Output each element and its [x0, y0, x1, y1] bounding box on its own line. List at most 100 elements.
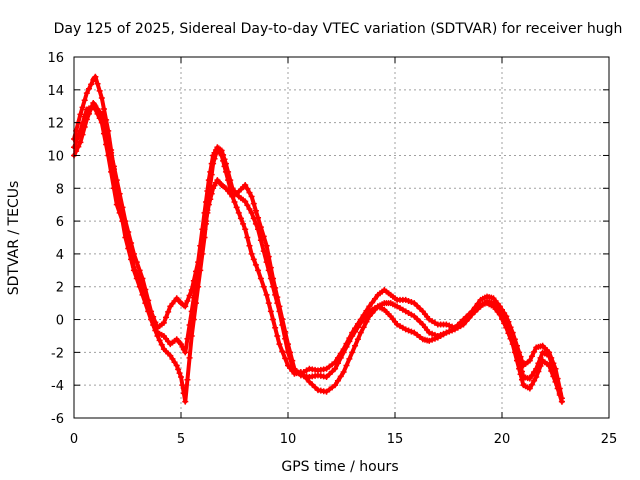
data-point — [282, 355, 289, 362]
data-point — [98, 95, 105, 102]
data-point — [360, 324, 367, 331]
data-point — [517, 363, 524, 370]
series-track-c — [71, 103, 565, 405]
data-point — [246, 189, 253, 196]
data-point — [513, 350, 520, 357]
data-point — [79, 104, 86, 111]
data-point — [463, 318, 470, 325]
data-point — [176, 370, 183, 377]
data-point — [182, 303, 189, 310]
data-point — [75, 133, 82, 140]
data-point — [505, 325, 512, 332]
data-point — [265, 253, 272, 260]
data-point — [260, 233, 267, 240]
data-point — [272, 284, 279, 291]
data-point — [210, 160, 217, 167]
data-point — [260, 283, 267, 290]
data-point — [244, 234, 251, 241]
chart-title: Day 125 of 2025, Sidereal Day-to-day VTE… — [54, 21, 623, 37]
data-point — [186, 292, 193, 299]
data-point — [429, 330, 436, 337]
data-point — [105, 152, 112, 159]
y-axis-label: SDTVAR / TECUs — [6, 181, 22, 296]
data-point — [100, 130, 107, 137]
data-point — [103, 116, 110, 123]
data-point — [184, 335, 191, 342]
data-point — [88, 81, 95, 88]
x-tick-label: 10 — [280, 432, 297, 447]
y-tick-label: 14 — [47, 84, 64, 99]
data-point — [405, 327, 412, 334]
data-point — [263, 291, 270, 298]
data-point — [175, 366, 182, 373]
data-point — [171, 359, 178, 366]
data-point — [182, 349, 189, 356]
data-point — [257, 224, 264, 231]
data-point — [77, 127, 84, 134]
data-point — [285, 341, 291, 348]
data-point — [354, 336, 361, 343]
data-point — [133, 270, 140, 277]
data-point — [446, 328, 453, 335]
data-point — [550, 366, 557, 373]
data-point — [139, 283, 146, 290]
data-point — [255, 267, 262, 274]
x-tick-label: 25 — [601, 432, 618, 447]
data-point — [98, 119, 105, 126]
data-point — [546, 352, 553, 359]
data-point — [334, 377, 341, 384]
data-point — [199, 239, 206, 246]
data-point — [372, 295, 379, 302]
plot-frame — [73, 56, 610, 419]
data-point — [246, 206, 253, 213]
data-point — [231, 198, 238, 205]
data-point — [237, 215, 244, 222]
data-point — [130, 264, 137, 271]
data-point — [197, 253, 204, 260]
data-point — [289, 357, 296, 364]
data-point — [526, 357, 533, 364]
data-point — [201, 226, 208, 233]
data-point — [340, 349, 347, 356]
data-point — [274, 332, 281, 339]
data-point — [337, 354, 344, 361]
data-point — [340, 369, 347, 376]
data-point — [509, 336, 516, 343]
data-point — [83, 90, 90, 97]
data-point — [276, 303, 283, 310]
data-point — [182, 398, 189, 405]
data-point — [349, 332, 356, 339]
data-point — [248, 250, 255, 257]
data-point — [531, 348, 538, 355]
data-point — [265, 300, 272, 307]
data-point — [148, 313, 155, 320]
data-point — [257, 275, 264, 282]
data-point — [180, 390, 187, 397]
data-point — [116, 209, 123, 216]
data-point — [186, 322, 193, 329]
series-track-a — [71, 99, 565, 402]
y-tick-label: -2 — [51, 346, 64, 361]
data-point — [81, 97, 88, 104]
y-tick-label: 16 — [47, 51, 64, 66]
data-point — [552, 373, 559, 380]
data-point — [244, 202, 251, 209]
data-point — [122, 226, 129, 233]
data-point — [204, 209, 211, 216]
data-point — [208, 190, 215, 197]
data-point — [533, 373, 540, 380]
x-tick-label: 20 — [494, 432, 511, 447]
data-point — [94, 80, 101, 87]
data-point — [408, 299, 415, 306]
data-point — [207, 196, 214, 203]
data-point — [173, 362, 180, 369]
data-point — [158, 341, 165, 348]
data-point — [405, 297, 412, 304]
data-point — [531, 377, 538, 384]
data-point — [446, 322, 453, 329]
data-point — [343, 362, 350, 369]
data-point — [548, 359, 555, 366]
y-tick-label: 12 — [47, 117, 64, 132]
data-point — [496, 308, 503, 315]
